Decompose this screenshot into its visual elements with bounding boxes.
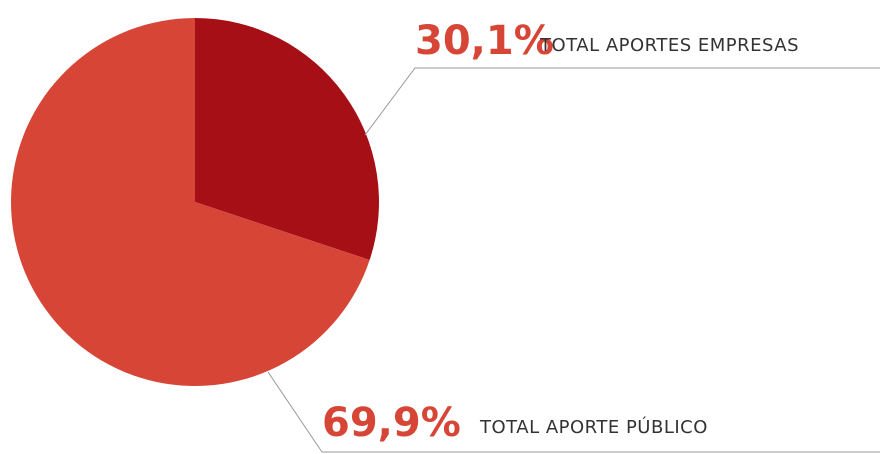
leader-line [267,371,880,453]
leader-line [364,67,880,136]
category-label: TOTAL APORTES EMPRESAS [539,35,799,56]
value-label: 69,9% [322,400,461,446]
value-label: 30,1% [415,18,554,64]
pie-slice [11,18,370,386]
pie-slice [195,18,380,260]
category-label: TOTAL APORTE PÚBLICO [479,416,708,438]
